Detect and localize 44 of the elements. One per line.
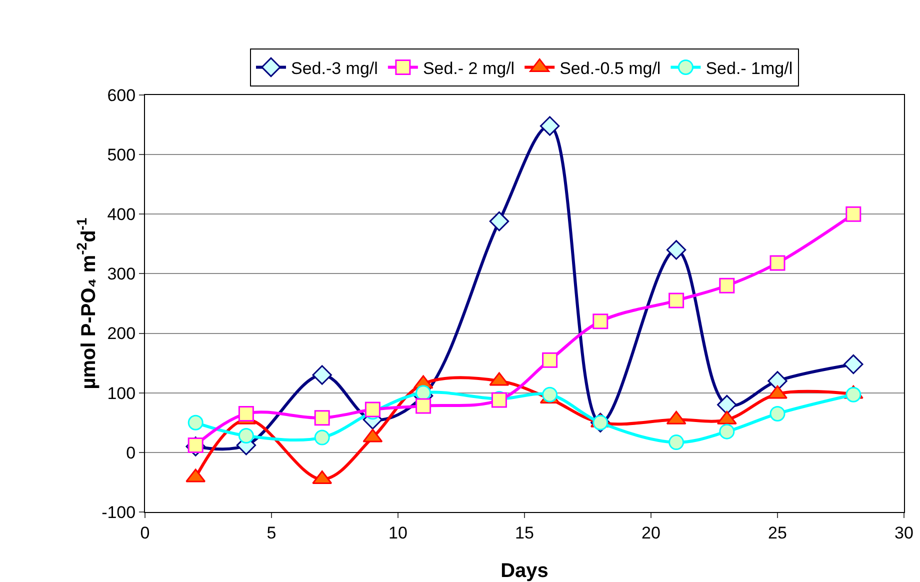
legend-label: Sed.- 1mg/l — [706, 58, 793, 78]
point — [719, 424, 735, 440]
x-tick-label: 20 — [642, 523, 660, 542]
y-tick-label: 600 — [107, 86, 136, 105]
y-tick-label: 200 — [107, 324, 136, 344]
point — [846, 206, 862, 222]
x-tick-label: 5 — [266, 523, 276, 542]
point — [770, 406, 786, 422]
point — [542, 386, 558, 402]
x-tick-label: 30 — [894, 523, 914, 542]
y-tick-label: 0 — [126, 443, 136, 462]
point — [188, 414, 204, 430]
point — [844, 354, 864, 374]
y-tick-label: 300 — [107, 264, 136, 284]
y-tick-label: 400 — [107, 205, 136, 224]
point — [489, 211, 510, 232]
point — [770, 255, 786, 271]
point — [364, 402, 380, 418]
point — [314, 430, 330, 446]
legend-label: Sed.-3 mg/l — [291, 58, 378, 78]
x-tick-label: 15 — [515, 523, 534, 542]
point — [846, 386, 862, 402]
point — [668, 292, 684, 308]
legend-label: Sed.-0.5 mg/l — [560, 58, 661, 78]
point — [416, 398, 432, 414]
point — [717, 394, 737, 415]
point — [540, 116, 560, 136]
y-tick-label: -100 — [102, 502, 136, 522]
point — [314, 410, 330, 426]
point — [666, 240, 686, 260]
point — [238, 428, 254, 444]
point — [312, 365, 332, 385]
legend-label: Sed.- 2 mg/l — [422, 58, 515, 78]
point — [238, 406, 254, 422]
point — [719, 278, 735, 294]
y-tick-label: 100 — [107, 384, 136, 403]
x-tick-label: 25 — [768, 523, 787, 542]
y-tick-label: 500 — [107, 146, 136, 165]
point — [542, 352, 558, 368]
x-tick-label: 10 — [388, 523, 408, 542]
x-tick-label: 0 — [140, 523, 150, 542]
x-axis-title: Days — [500, 560, 548, 582]
point — [592, 314, 608, 330]
point — [668, 434, 684, 450]
